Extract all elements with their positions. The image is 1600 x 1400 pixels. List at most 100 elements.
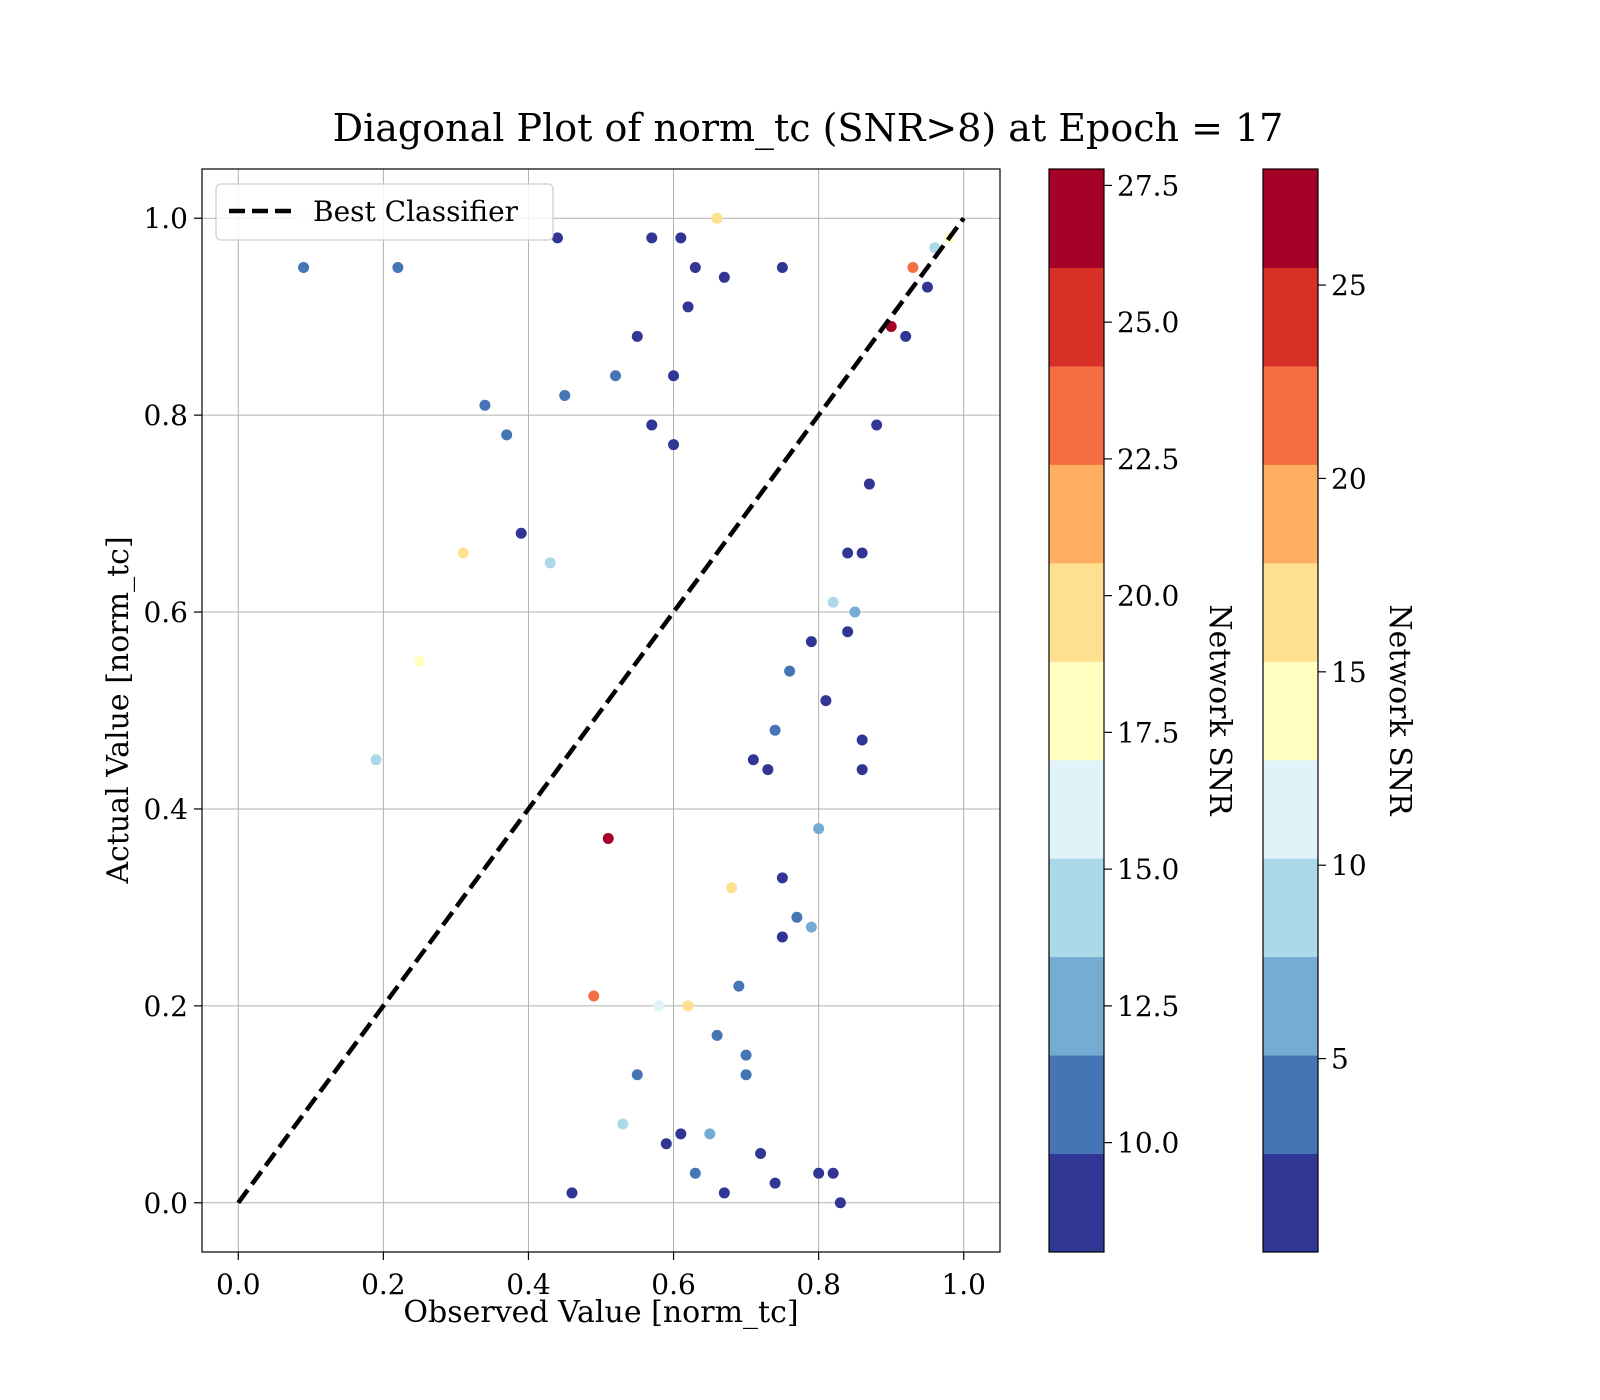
colorbar-bin xyxy=(1049,1055,1104,1155)
scatter-point xyxy=(733,980,745,992)
scatter-point xyxy=(711,212,723,224)
scatter-point xyxy=(776,261,788,273)
scatter-point xyxy=(298,261,310,273)
x-axis-label: Observed Value [norm_tc] xyxy=(403,1295,798,1330)
scatter-point xyxy=(842,547,854,559)
scatter-point xyxy=(863,478,875,490)
best-classifier-line xyxy=(236,216,966,1205)
colorbar-tick-label: 10.0 xyxy=(1117,1127,1179,1160)
grid xyxy=(202,169,1000,1252)
colorbar-tick-label: 17.5 xyxy=(1117,716,1179,749)
scatter-point xyxy=(747,754,759,766)
scatter-point xyxy=(776,931,788,943)
y-axis-label: Actual Value [norm_tc] xyxy=(101,536,136,884)
colorbar-tick-label: 12.5 xyxy=(1117,990,1179,1023)
colorbar-bin xyxy=(1263,365,1318,465)
colorbar-bin xyxy=(1049,365,1104,465)
colorbar-tick-label: 27.5 xyxy=(1117,169,1179,202)
scatter-point xyxy=(907,261,919,273)
x-tick-label: 0.6 xyxy=(651,1268,696,1301)
scatter-point xyxy=(515,527,527,539)
chart-title: Diagonal Plot of norm_tc (SNR>8) at Epoc… xyxy=(333,106,1284,151)
scatter-point xyxy=(711,1029,723,1041)
y-tick-label: 0.4 xyxy=(143,793,188,826)
colorbar-2-label: Network SNR xyxy=(1382,604,1417,817)
scatter-point xyxy=(718,1187,730,1199)
scatter-point xyxy=(718,271,730,283)
scatter-point xyxy=(501,429,513,441)
scatter-point xyxy=(776,872,788,884)
colorbar-network-snr-1: 10.0 12.5 15.0 17.5 20.0 22.5 25.0 27.5 xyxy=(1048,168,1179,1253)
scatter-point xyxy=(479,399,491,411)
scatter-point xyxy=(856,764,868,776)
scatter-point xyxy=(414,655,426,667)
scatter-point xyxy=(704,1128,716,1140)
scatter-point xyxy=(646,419,658,431)
scatter-point xyxy=(726,882,738,894)
scatter-point xyxy=(769,1177,781,1189)
scatter-point xyxy=(805,921,817,933)
colorbar-tick-label: 25.0 xyxy=(1117,306,1179,339)
scatter-point xyxy=(834,1197,846,1209)
colorbar-frame xyxy=(1048,168,1105,1253)
colorbar-tick-label: 15.0 xyxy=(1117,853,1179,886)
scatter-point xyxy=(813,823,825,835)
colorbar-bin xyxy=(1263,1153,1318,1253)
scatter-point xyxy=(813,1167,825,1179)
colorbar-bin xyxy=(1049,1153,1104,1253)
plot-area: 0.0 0.2 0.4 0.6 0.8 1.0 0.0 0.2 0.4 0.6 0.8 1.0 xyxy=(143,168,1001,1301)
scatter-point xyxy=(668,439,680,451)
scatter-point xyxy=(631,1069,643,1081)
scatter-point xyxy=(660,1138,672,1150)
colorbar-bin xyxy=(1263,759,1318,859)
colorbar-bin xyxy=(1263,956,1318,1056)
colorbar-tick-label: 5 xyxy=(1331,1043,1349,1076)
scatter-point xyxy=(842,626,854,638)
scatter-point xyxy=(610,370,622,382)
scatter-point xyxy=(784,665,796,677)
scatter-point xyxy=(617,1118,629,1130)
scatter-point xyxy=(682,1000,694,1012)
scatter-point xyxy=(653,1000,665,1012)
y-tick-label: 0.8 xyxy=(143,399,188,432)
scatter-point xyxy=(675,1128,687,1140)
colorbar-bin xyxy=(1049,858,1104,958)
scatter-point xyxy=(544,557,556,569)
scatter-point xyxy=(791,911,803,923)
scatter-point xyxy=(849,606,861,618)
scatter-point xyxy=(805,636,817,648)
scatter-point xyxy=(457,547,469,559)
colorbar-bin xyxy=(1049,267,1104,367)
x-axis-ticks: 0.0 0.2 0.4 0.6 0.8 1.0 xyxy=(216,1252,986,1301)
y-tick-label: 1.0 xyxy=(143,202,188,235)
colorbar-network-snr-2: 5 10 15 20 25 xyxy=(1262,168,1367,1253)
scatter-point xyxy=(551,232,563,244)
colorbar-bin xyxy=(1263,562,1318,662)
scatter-point xyxy=(668,370,680,382)
scatter-point xyxy=(740,1049,752,1061)
colorbar-tick-label: 22.5 xyxy=(1117,443,1179,476)
scatter-point xyxy=(689,1167,701,1179)
colorbar-tick-label: 20.0 xyxy=(1117,580,1179,613)
legend: Best Classifier xyxy=(215,183,554,241)
scatter-point xyxy=(820,695,832,707)
scatter-point xyxy=(559,389,571,401)
colorbar-bin xyxy=(1049,661,1104,761)
scatter-point xyxy=(588,990,600,1002)
y-axis-ticks: 0.0 0.2 0.4 0.6 0.8 1.0 xyxy=(143,202,202,1220)
scatter-points xyxy=(298,212,955,1209)
y-tick-label: 0.0 xyxy=(143,1187,188,1220)
scatter-point xyxy=(769,724,781,736)
scatter-point xyxy=(871,419,883,431)
colorbar-tick-label: 25 xyxy=(1331,269,1367,302)
x-tick-label: 0.8 xyxy=(796,1268,841,1301)
scatter-point xyxy=(602,832,614,844)
colorbar-tick-label: 10 xyxy=(1331,849,1367,882)
plot-frame xyxy=(201,168,1001,1253)
colorbar-bin xyxy=(1263,661,1318,761)
scatter-point xyxy=(900,330,912,342)
scatter-point xyxy=(682,301,694,313)
scatter-point xyxy=(827,1167,839,1179)
y-tick-label: 0.6 xyxy=(143,596,188,629)
legend-frame xyxy=(215,183,554,241)
